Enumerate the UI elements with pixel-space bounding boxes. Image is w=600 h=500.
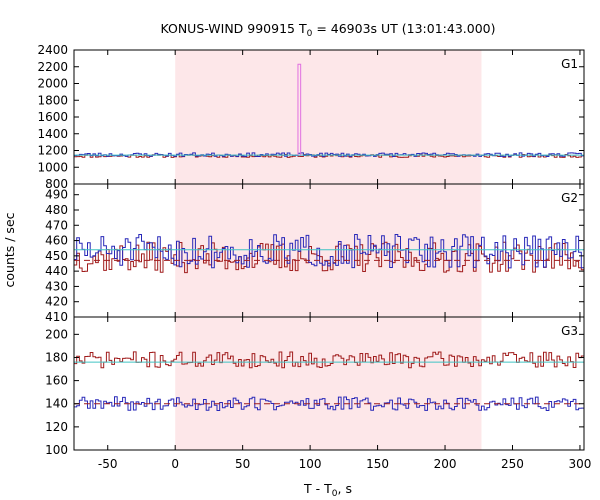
panel-G3-frame <box>73 316 585 451</box>
y-tick-label: 420 <box>45 295 68 309</box>
x-tick-label: 200 <box>434 457 457 471</box>
y-tick-label: 1400 <box>37 127 68 141</box>
plot-layer: 80010001200140016001800200022002400G1410… <box>37 43 591 471</box>
y-tick-label: 450 <box>45 249 68 263</box>
x-tick-label: 250 <box>501 457 524 471</box>
y-tick-label: 2000 <box>37 77 68 91</box>
y-tick-label: 480 <box>45 203 68 217</box>
y-tick-label: 180 <box>45 350 68 364</box>
y-tick-label: 490 <box>45 188 68 202</box>
y-tick-label: 1800 <box>37 93 68 107</box>
y-tick-label: 140 <box>45 397 68 411</box>
y-tick-label: 430 <box>45 279 68 293</box>
x-tick-label: 300 <box>568 457 591 471</box>
y-tick-label: 800 <box>45 177 68 191</box>
y-tick-label: 160 <box>45 374 68 388</box>
x-tick-label: 100 <box>299 457 322 471</box>
y-tick-label: 1600 <box>37 110 68 124</box>
y-tick-label: 410 <box>45 310 68 324</box>
y-tick-label: 1200 <box>37 144 68 158</box>
panel-label: G3 <box>561 324 578 338</box>
y-tick-label: 440 <box>45 264 68 278</box>
y-axis-label: counts / sec <box>2 212 17 287</box>
y-tick-label: 2400 <box>37 43 68 57</box>
panel-G1-spike <box>297 63 302 156</box>
x-tick-label: 0 <box>171 457 179 471</box>
x-tick-label: 50 <box>235 457 250 471</box>
x-tick-label: -50 <box>98 457 118 471</box>
y-tick-label: 200 <box>45 327 68 341</box>
chart-title: KONUS-WIND 990915 T0 = 46903s UT (13:01:… <box>160 21 495 39</box>
panel-label: G2 <box>561 191 578 205</box>
x-tick-label: 150 <box>366 457 389 471</box>
y-tick-label: 460 <box>45 234 68 248</box>
x-axis-label: T - T0, s <box>303 481 352 499</box>
panel-G1-series-2 <box>74 152 584 157</box>
panel-G3-series-1 <box>74 351 584 369</box>
y-tick-label: 100 <box>45 443 68 457</box>
panel-label: G1 <box>561 57 578 71</box>
y-tick-label: 1000 <box>37 160 68 174</box>
y-tick-label: 2200 <box>37 60 68 74</box>
y-tick-label: 470 <box>45 218 68 232</box>
y-tick-label: 120 <box>45 420 68 434</box>
